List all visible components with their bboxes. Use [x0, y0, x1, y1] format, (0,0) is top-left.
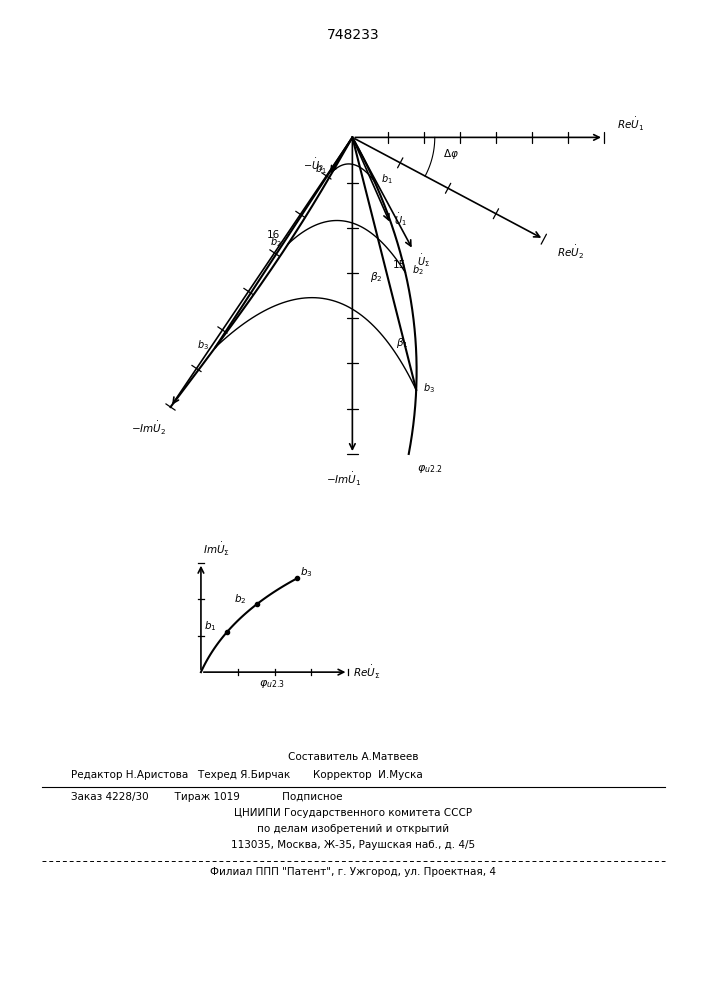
Text: $-Im\dot{U}_1$: $-Im\dot{U}_1$: [326, 471, 361, 488]
Text: $\beta_1$: $\beta_1$: [396, 336, 409, 350]
Text: $b_1$: $b_1$: [381, 172, 392, 186]
Text: 113035, Москва, Ж-35, Раушская наб., д. 4/5: 113035, Москва, Ж-35, Раушская наб., д. …: [231, 840, 476, 850]
Text: Составитель А.Матвеев: Составитель А.Матвеев: [288, 752, 419, 762]
Text: $b_3$: $b_3$: [197, 338, 209, 352]
Text: $b_2$: $b_2$: [270, 235, 281, 249]
Text: $Re\dot{U}_1$: $Re\dot{U}_1$: [617, 116, 644, 133]
Text: $\Delta\varphi$: $\Delta\varphi$: [443, 147, 460, 161]
Text: 748233: 748233: [327, 28, 380, 42]
Text: $\beta_2$: $\beta_2$: [370, 270, 382, 284]
Text: $b_2$: $b_2$: [411, 263, 423, 277]
Text: $\dot{U}_\Sigma$: $\dot{U}_\Sigma$: [416, 252, 430, 269]
Text: по делам изобретений и открытий: по делам изобретений и открытий: [257, 824, 450, 834]
Text: $\dot{U}_1$: $\dot{U}_1$: [394, 211, 407, 228]
Text: $Im\dot{U}_\Sigma$: $Im\dot{U}_\Sigma$: [204, 541, 230, 558]
Text: $\varphi_{u2.2}$: $\varphi_{u2.2}$: [417, 463, 443, 475]
Text: $Re\dot{U}_\Sigma$: $Re\dot{U}_\Sigma$: [354, 664, 381, 681]
Text: $b_3$: $b_3$: [423, 381, 435, 395]
Text: 16: 16: [267, 230, 280, 240]
Text: $b_1$: $b_1$: [204, 620, 216, 633]
Text: $b_1$: $b_1$: [315, 162, 327, 176]
Text: $\varphi_{u2.3}$: $\varphi_{u2.3}$: [259, 678, 285, 690]
Text: Филиал ППП "Патент", г. Ужгород, ул. Проектная, 4: Филиал ППП "Патент", г. Ужгород, ул. Про…: [211, 867, 496, 877]
Text: Редактор Н.Аристова   Техред Я.Бирчак       Корректор  И.Муска: Редактор Н.Аристова Техред Я.Бирчак Корр…: [71, 770, 423, 780]
Text: Заказ 4228/30        Тираж 1019             Подписное: Заказ 4228/30 Тираж 1019 Подписное: [71, 792, 342, 802]
Text: $-\dot{U}_2$: $-\dot{U}_2$: [303, 156, 325, 173]
Text: $-Im\dot{U}_2$: $-Im\dot{U}_2$: [131, 420, 167, 437]
Text: $b_2$: $b_2$: [234, 592, 247, 606]
Text: $Re\dot{U}_2$: $Re\dot{U}_2$: [557, 244, 584, 261]
Text: $b_3$: $b_3$: [300, 566, 312, 579]
Text: ЦНИИПИ Государственного комитета СССР: ЦНИИПИ Государственного комитета СССР: [235, 808, 472, 818]
Text: 15: 15: [393, 260, 407, 270]
